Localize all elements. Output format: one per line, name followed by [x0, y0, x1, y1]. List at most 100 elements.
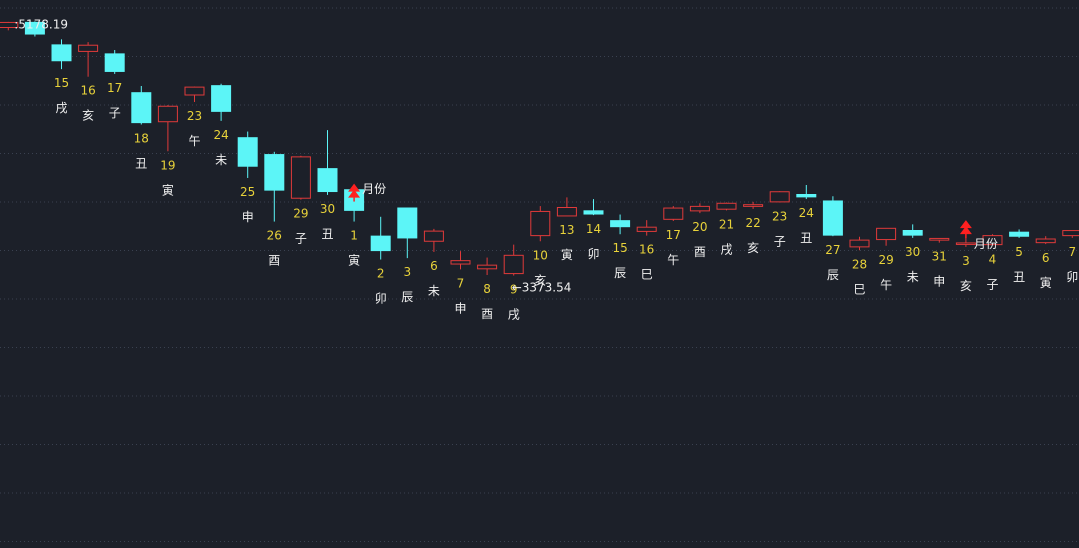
candle[interactable] — [397, 207, 418, 259]
branch-label: 子 — [109, 106, 121, 120]
candle[interactable] — [1009, 229, 1030, 238]
branch-label: 寅 — [561, 247, 573, 262]
candle[interactable] — [317, 130, 338, 195]
day-label: 29 — [878, 253, 893, 267]
candle[interactable] — [51, 39, 72, 70]
day-label: 30 — [320, 202, 335, 216]
day-label: 3 — [403, 265, 411, 279]
month-marker-arrow-icon — [348, 183, 361, 202]
candle-body — [610, 220, 631, 228]
day-label: 9 — [510, 283, 518, 297]
candle[interactable] — [796, 185, 817, 200]
month-marker-label: 月份 — [974, 237, 998, 251]
candle-body — [796, 194, 817, 198]
day-label: 20 — [692, 220, 707, 234]
candle[interactable] — [184, 86, 205, 103]
candle-body — [689, 205, 710, 212]
candle[interactable] — [290, 155, 311, 200]
candle-body — [184, 86, 205, 96]
candle[interactable] — [876, 227, 897, 246]
day-label: 4 — [989, 252, 997, 266]
candle-body — [743, 204, 764, 207]
branch-label: 卯 — [1066, 270, 1078, 284]
branch-label: 酉 — [268, 254, 280, 268]
candle[interactable] — [157, 105, 178, 152]
branch-label: 寅 — [348, 253, 360, 268]
candle[interactable] — [0, 21, 19, 31]
candle-body — [636, 226, 657, 232]
day-label: 28 — [852, 257, 867, 271]
candle-body — [264, 154, 285, 191]
day-label: 3 — [962, 254, 970, 268]
day-label: 30 — [905, 245, 920, 259]
candle[interactable] — [743, 201, 764, 209]
candle[interactable] — [902, 224, 923, 238]
candle[interactable] — [477, 257, 498, 275]
day-label: 31 — [932, 250, 947, 264]
candle-body — [51, 44, 72, 62]
candle[interactable] — [769, 191, 790, 203]
branch-label: 申 — [242, 210, 254, 224]
branch-label: 辰 — [827, 268, 839, 282]
candle[interactable] — [1062, 230, 1079, 238]
day-label: 18 — [134, 132, 149, 146]
branch-label: 申 — [454, 301, 466, 315]
candle[interactable] — [689, 203, 710, 214]
candle-body — [583, 210, 604, 215]
day-label: 25 — [240, 185, 255, 199]
branch-label: 亥 — [960, 279, 972, 293]
candle[interactable] — [849, 236, 870, 251]
branch-label: 亥 — [534, 273, 546, 287]
candle-body — [982, 235, 1003, 246]
candle[interactable] — [370, 216, 391, 260]
candle[interactable] — [237, 131, 258, 178]
day-label: 6 — [1042, 251, 1050, 265]
candle-body — [104, 53, 125, 72]
candle[interactable] — [583, 199, 604, 216]
candle-body — [955, 242, 976, 245]
candle[interactable] — [716, 202, 737, 211]
day-label: 24 — [213, 128, 228, 142]
candle[interactable] — [982, 234, 1003, 246]
candle[interactable] — [503, 244, 524, 276]
candle[interactable] — [530, 206, 551, 242]
candle[interactable] — [663, 206, 684, 221]
candle[interactable] — [822, 196, 843, 237]
candle-body — [397, 207, 418, 239]
candle-body — [24, 21, 45, 35]
branch-label: 未 — [428, 284, 440, 298]
candle-body — [556, 207, 577, 217]
branch-label: 戌 — [720, 242, 732, 256]
candle[interactable] — [211, 83, 232, 121]
candle-body — [822, 200, 843, 236]
candle-body — [769, 191, 790, 203]
candle[interactable] — [78, 42, 99, 77]
day-label: 17 — [107, 81, 122, 95]
candle-body — [237, 137, 258, 167]
candle[interactable] — [450, 251, 471, 270]
branch-label: 戌 — [508, 308, 520, 322]
candle[interactable] — [929, 237, 950, 243]
month-marker-label: 月份 — [362, 182, 386, 196]
branch-label: 子 — [986, 277, 998, 291]
day-label: 2 — [377, 267, 385, 281]
candle-body — [450, 260, 471, 265]
candle[interactable] — [636, 220, 657, 236]
candle[interactable] — [264, 151, 285, 222]
candle[interactable] — [423, 228, 444, 252]
candle[interactable] — [104, 50, 125, 74]
candle[interactable] — [24, 21, 45, 37]
candle[interactable] — [1035, 236, 1056, 245]
branch-label: 寅 — [162, 182, 174, 197]
candle[interactable] — [556, 197, 577, 217]
day-label: 16 — [639, 243, 654, 257]
branch-label: 亥 — [747, 241, 759, 255]
candle[interactable] — [610, 214, 631, 235]
branch-label: 酉 — [481, 307, 493, 321]
branch-label: 酉 — [694, 245, 706, 259]
day-label: 15 — [54, 76, 69, 90]
candle[interactable] — [131, 86, 152, 125]
branch-label: 丑 — [800, 231, 812, 245]
candle-body — [1062, 230, 1079, 237]
